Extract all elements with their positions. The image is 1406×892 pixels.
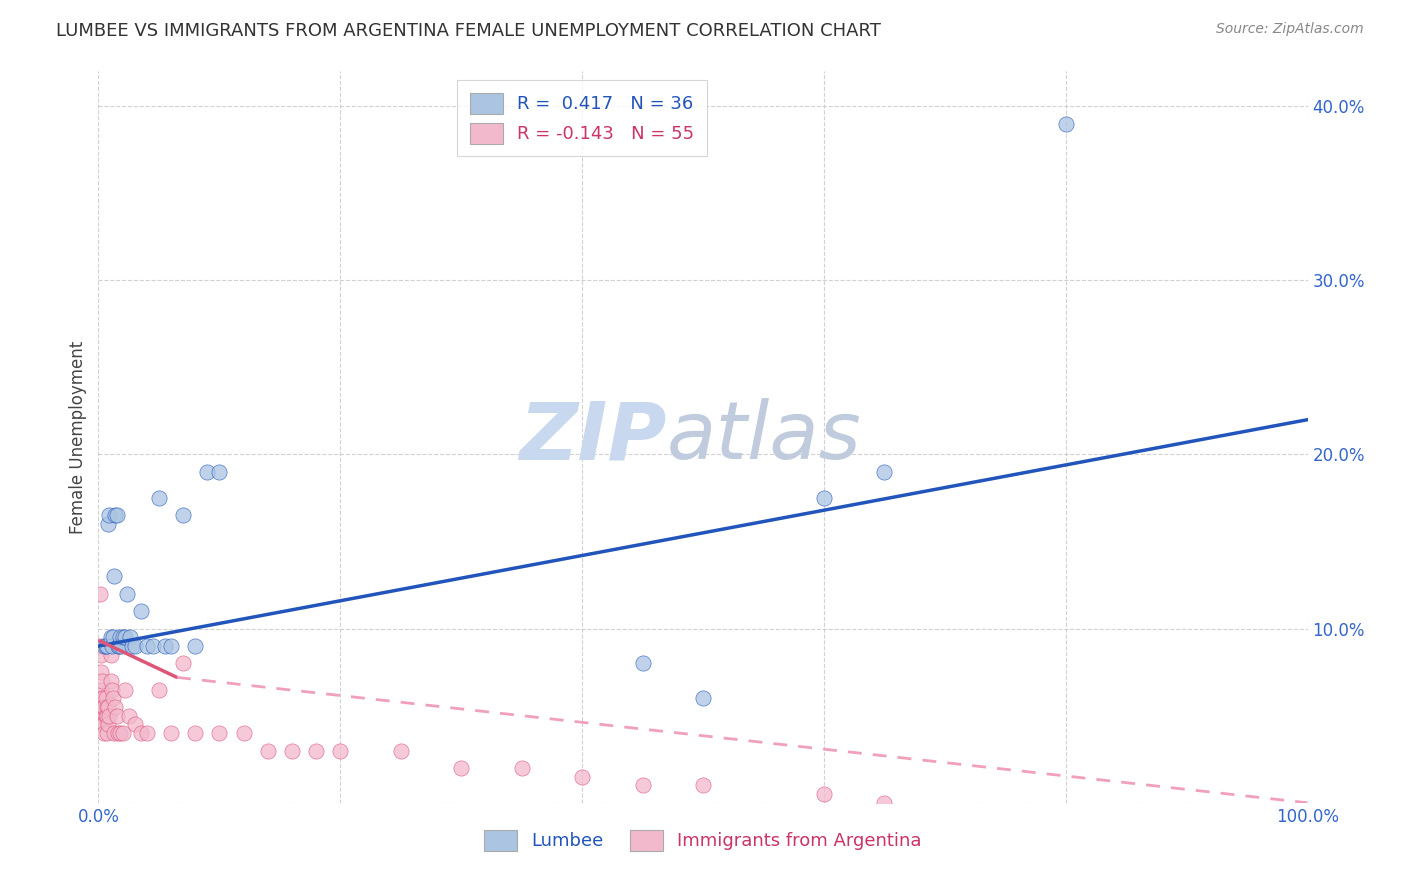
Point [118,708,141,723]
Point [142,639,165,653]
Point [97,717,120,731]
Point [129,604,152,618]
Point [91,691,114,706]
Point [121,639,143,653]
Text: LUMBEE VS IMMIGRANTS FROM ARGENTINA FEMALE UNEMPLOYMENT CORRELATION CHART: LUMBEE VS IMMIGRANTS FROM ARGENTINA FEMA… [56,22,882,40]
Point [100,682,122,697]
Point [108,631,131,645]
Point [105,508,128,523]
Point [91,717,114,731]
Point [103,569,125,583]
Point [91,708,114,723]
Point [93,717,115,731]
Point [100,639,122,653]
Point [873,796,896,810]
Point [631,657,654,671]
Point [124,717,146,731]
Point [94,708,117,723]
Point [111,726,134,740]
Point [104,700,127,714]
Point [91,673,114,688]
Text: ZIP: ZIP [519,398,666,476]
Y-axis label: Female Unemployment: Female Unemployment [69,341,87,533]
Point [93,726,115,740]
Point [107,639,129,653]
Point [90,648,112,662]
Point [100,648,122,662]
Point [160,726,183,740]
Point [281,743,304,757]
Point [96,700,118,714]
Point [256,743,278,757]
Point [195,465,218,479]
Point [93,700,115,714]
Point [94,639,117,653]
Point [98,508,121,523]
Point [389,743,412,757]
Point [124,639,146,653]
Point [110,639,132,653]
Point [692,691,714,706]
Point [101,631,124,645]
Point [813,787,835,801]
Point [873,465,896,479]
Point [208,726,231,740]
Point [114,631,136,645]
Point [108,639,131,653]
Point [107,726,129,740]
Point [1054,117,1077,131]
Point [105,708,128,723]
Text: atlas: atlas [666,398,862,476]
Point [114,682,136,697]
Point [90,665,112,680]
Point [89,587,111,601]
Point [153,639,176,653]
Point [148,682,170,697]
Point [104,508,127,523]
Point [93,639,115,653]
Point [98,708,121,723]
Point [184,726,207,740]
Point [97,700,120,714]
Point [96,639,118,653]
Point [100,631,122,645]
Point [232,726,254,740]
Point [305,743,328,757]
Point [96,708,118,723]
Point [129,726,152,740]
Point [96,726,118,740]
Point [172,508,194,523]
Point [813,491,835,505]
Point [97,517,120,532]
Point [117,587,139,601]
Point [148,491,170,505]
Point [184,639,207,653]
Point [631,778,654,792]
Point [103,726,125,740]
Point [135,726,157,740]
Point [91,700,114,714]
Point [450,761,472,775]
Point [172,657,194,671]
Point [571,770,593,784]
Point [329,743,352,757]
Point [135,639,157,653]
Point [90,682,112,697]
Point [89,639,111,653]
Point [692,778,714,792]
Point [101,691,124,706]
Text: Source: ZipAtlas.com: Source: ZipAtlas.com [1216,22,1364,37]
Point [111,631,134,645]
Point [510,761,533,775]
Point [208,465,231,479]
Point [100,673,122,688]
Point [108,726,131,740]
Point [91,691,114,706]
Point [160,639,183,653]
Point [94,691,117,706]
Point [118,631,141,645]
Legend: Lumbee, Immigrants from Argentina: Lumbee, Immigrants from Argentina [475,821,931,860]
